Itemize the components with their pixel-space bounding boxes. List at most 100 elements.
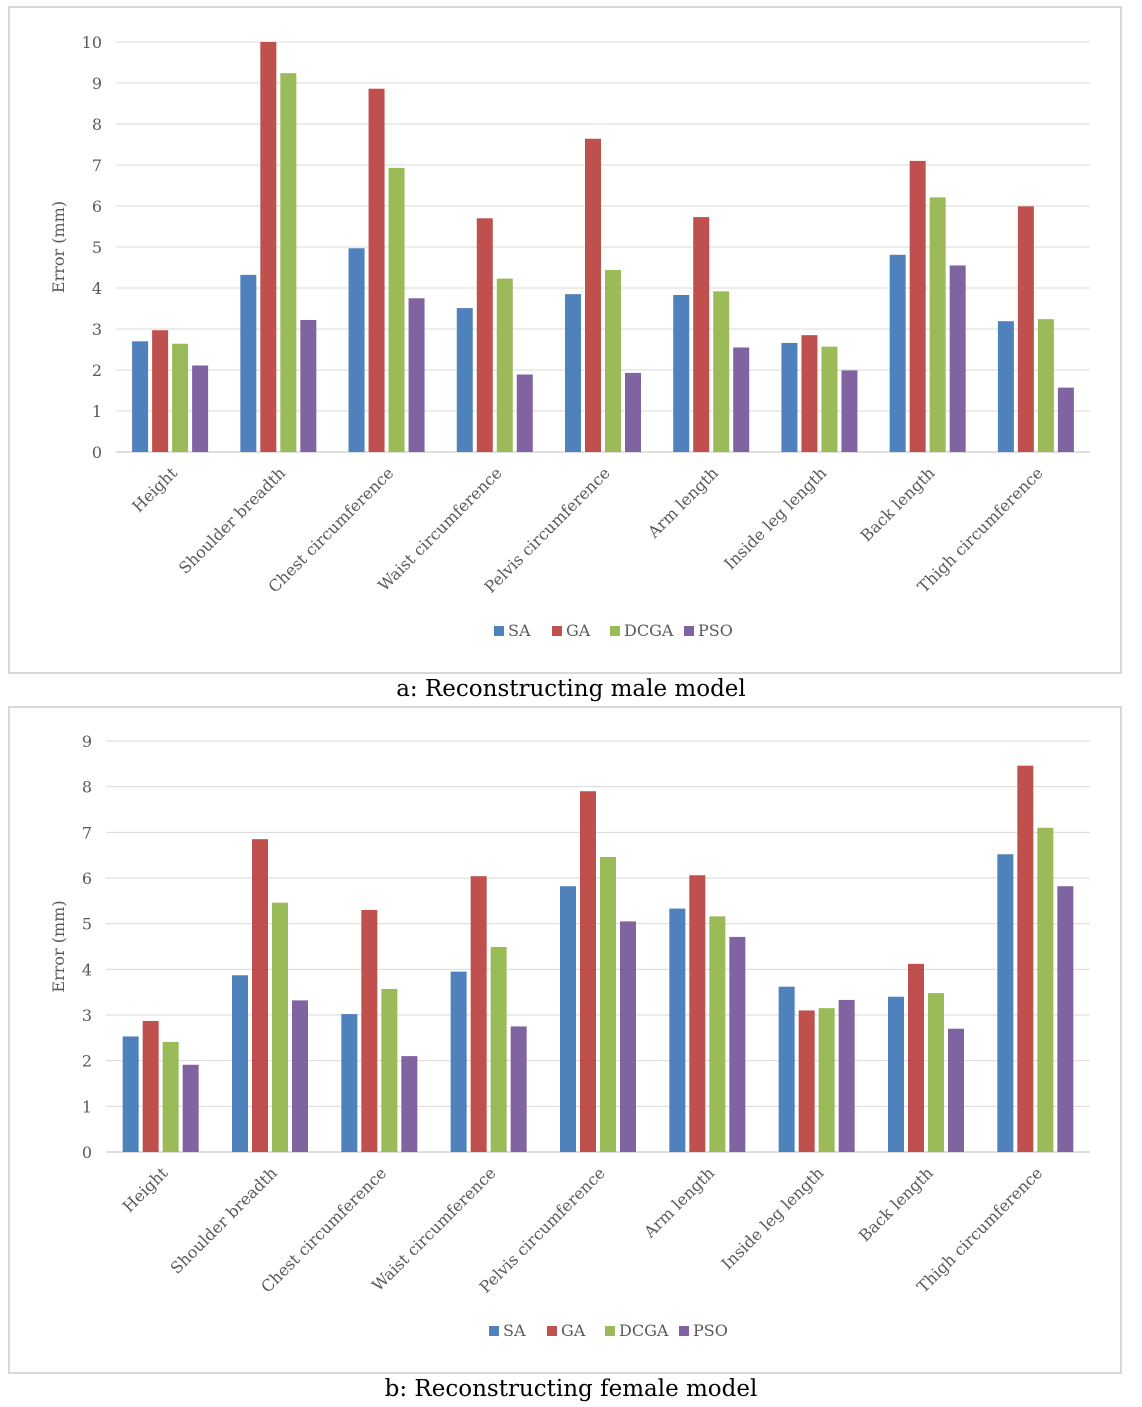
bar-ga bbox=[1017, 765, 1034, 1152]
bar-sa bbox=[997, 321, 1014, 452]
legend-label-dcga: DCGA bbox=[619, 1321, 669, 1340]
x-tick-label: Inside leg length bbox=[718, 1163, 828, 1273]
bar-dcga bbox=[381, 988, 398, 1152]
bar-pso bbox=[300, 319, 317, 452]
bar-dcga bbox=[928, 993, 944, 1152]
legend-label-ga: GA bbox=[566, 621, 591, 640]
bar-ga bbox=[260, 42, 277, 452]
x-tick-label: Pelvis circumference bbox=[481, 463, 614, 596]
y-tick-label: 7 bbox=[82, 823, 92, 842]
bar-dcga bbox=[162, 1041, 179, 1152]
bar-pso bbox=[620, 921, 636, 1152]
bar-ga bbox=[252, 839, 268, 1152]
bar-ga bbox=[1017, 206, 1034, 452]
legend-swatch-ga bbox=[547, 1326, 557, 1336]
bar-dcga bbox=[272, 902, 288, 1152]
x-tick-label: Chest circumference bbox=[264, 463, 397, 596]
bar-sa bbox=[781, 342, 798, 452]
x-tick-label: Thigh circumference bbox=[914, 463, 1047, 596]
y-tick-label: 9 bbox=[82, 732, 92, 751]
bar-sa bbox=[348, 248, 365, 452]
bar-pso bbox=[729, 936, 746, 1152]
x-tick-label: Waist circumference bbox=[368, 1163, 499, 1294]
bar-ga bbox=[361, 909, 378, 1152]
y-tick-label: 8 bbox=[82, 778, 92, 797]
bar-ga bbox=[909, 160, 926, 452]
bar-ga bbox=[152, 330, 169, 452]
x-tick-label: Shoulder breadth bbox=[175, 463, 289, 577]
x-tick-label: Pelvis circumference bbox=[476, 1163, 609, 1296]
y-tick-label: 6 bbox=[82, 869, 92, 888]
y-tick-label: 1 bbox=[92, 402, 102, 421]
x-tick-label: Inside leg length bbox=[720, 463, 830, 573]
legend-swatch-sa bbox=[494, 626, 504, 636]
bar-dcga bbox=[388, 167, 405, 452]
legend-swatch-ga bbox=[552, 626, 562, 636]
bar-sa bbox=[669, 908, 686, 1152]
bar-sa bbox=[232, 975, 248, 1152]
bar-sa bbox=[673, 294, 690, 452]
caption-female: b: Reconstructing female model bbox=[384, 1376, 758, 1402]
bar-ga bbox=[693, 217, 710, 452]
bar-dcga bbox=[818, 1008, 835, 1152]
bar-pso bbox=[510, 1026, 527, 1152]
bar-sa bbox=[122, 1036, 139, 1152]
bar-pso bbox=[1057, 387, 1074, 452]
bar-dcga bbox=[496, 278, 513, 452]
y-tick-label: 4 bbox=[92, 279, 102, 298]
y-axis-label: Error (mm) bbox=[49, 900, 68, 992]
bar-dcga bbox=[821, 346, 838, 452]
legend-label-sa: SA bbox=[503, 1321, 526, 1340]
x-tick-label: Chest circumference bbox=[257, 1163, 390, 1296]
y-tick-label: 3 bbox=[82, 1006, 92, 1025]
y-tick-label: 5 bbox=[92, 238, 102, 257]
bar-dcga bbox=[709, 916, 726, 1152]
x-tick-label: Back length bbox=[855, 1163, 937, 1245]
legend-label-ga: GA bbox=[561, 1321, 586, 1340]
bar-pso bbox=[949, 265, 966, 452]
y-tick-label: 8 bbox=[92, 115, 102, 134]
x-tick-label: Arm length bbox=[643, 463, 722, 542]
bar-ga bbox=[801, 335, 818, 452]
legend-swatch-dcga bbox=[610, 626, 620, 636]
bar-sa bbox=[560, 886, 576, 1152]
bar-sa bbox=[240, 274, 257, 452]
bar-pso bbox=[948, 1028, 964, 1152]
bar-ga bbox=[908, 963, 924, 1152]
y-tick-label: 1 bbox=[82, 1097, 92, 1116]
chart-panel-male: 0 1 2 3 4 5 6 7 8 9 10 Error (mm) Height Shoulder bre… bbox=[8, 6, 1122, 674]
legend-swatch-pso bbox=[679, 1326, 689, 1336]
y-tick-label: 9 bbox=[92, 74, 102, 93]
bar-ga bbox=[689, 875, 706, 1152]
bar-sa bbox=[778, 986, 795, 1152]
x-tick-label: Thigh circumference bbox=[913, 1163, 1046, 1296]
bar-dcga bbox=[929, 197, 946, 452]
bar-pso bbox=[733, 347, 750, 452]
x-tick-label: Back length bbox=[857, 463, 939, 545]
bar-sa bbox=[888, 996, 904, 1152]
bar-sa bbox=[889, 254, 906, 452]
legend-label-sa: SA bbox=[508, 621, 531, 640]
bar-ga bbox=[580, 791, 596, 1152]
bar-ga bbox=[585, 138, 601, 452]
legend-label-dcga: DCGA bbox=[624, 621, 674, 640]
y-tick-label: 3 bbox=[92, 320, 102, 339]
bar-pso bbox=[625, 372, 641, 452]
y-tick-label: 0 bbox=[92, 443, 102, 462]
bar-pso bbox=[841, 370, 858, 452]
bar-ga bbox=[476, 218, 493, 452]
bar-sa bbox=[132, 341, 149, 452]
x-tick-label: Height bbox=[119, 1163, 172, 1216]
x-tick-label: Arm length bbox=[639, 1163, 718, 1242]
bar-pso bbox=[408, 298, 425, 452]
y-tick-label: 10 bbox=[82, 33, 102, 52]
y-axis-label: Error (mm) bbox=[49, 201, 68, 293]
y-tick-label: 5 bbox=[82, 915, 92, 934]
bar-pso bbox=[516, 374, 533, 452]
bar-dcga bbox=[1037, 827, 1054, 1152]
bar-dcga bbox=[172, 343, 189, 452]
y-tick-label: 6 bbox=[92, 197, 102, 216]
bar-sa bbox=[456, 308, 473, 452]
bar-dcga bbox=[490, 946, 507, 1152]
